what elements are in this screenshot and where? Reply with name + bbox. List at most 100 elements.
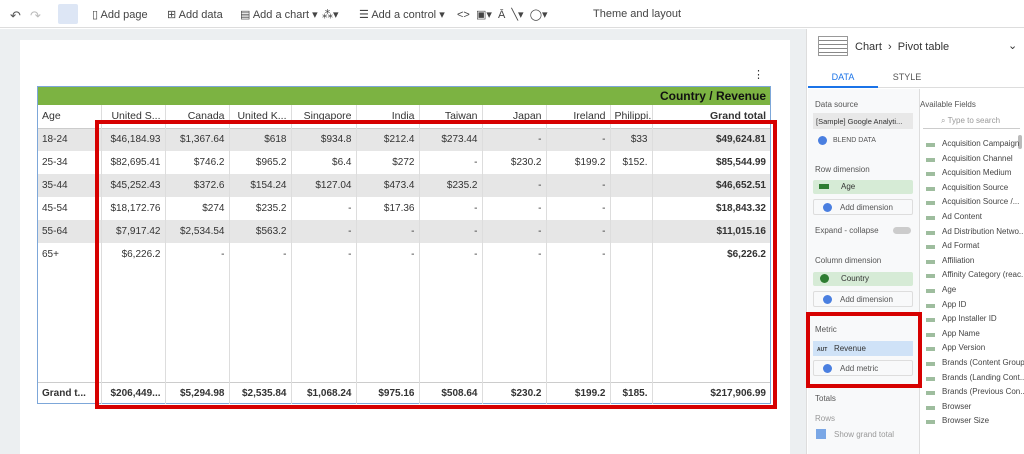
field-item[interactable]: Acquisition Medium (942, 168, 1012, 178)
cell: - (228, 243, 291, 266)
cell: $6,226.2 (100, 243, 165, 266)
breadcrumb: Chart › Pivot table (855, 41, 950, 53)
collapse[interactable]: ⌄ (1008, 40, 1018, 52)
cell: - (355, 243, 419, 266)
table-title: Country / Revenue (38, 87, 770, 105)
cell: $230.2 (481, 382, 546, 404)
empty-cell (609, 266, 652, 382)
checkbox[interactable] (816, 429, 826, 439)
undo[interactable]: ↶ (10, 8, 21, 23)
field-item[interactable]: App ID (942, 299, 967, 309)
fields-title: Available Fields (920, 100, 976, 109)
add-chart[interactable]: ▤ Add a chart ▾ (240, 9, 318, 21)
select-tool[interactable] (58, 4, 78, 24)
chart-menu[interactable]: ⋮ (753, 69, 764, 81)
add-control[interactable]: ☰ Add a control ▾ (359, 9, 445, 21)
field-item[interactable]: Brands (Content Group) (942, 358, 1024, 367)
search[interactable]: ⌕ Type to search (923, 113, 1020, 129)
scrollbar (1018, 135, 1022, 149)
field-item[interactable]: Ad Content (942, 212, 983, 221)
field-item[interactable]: Brands (Previous Con... (942, 387, 1024, 397)
community[interactable]: ⁂▾ (322, 9, 339, 21)
field-item[interactable]: Browser Size (942, 416, 990, 426)
field-item[interactable]: Ad Distribution Netwo... (942, 226, 1024, 236)
field-icon (926, 347, 935, 352)
cell: $45,252.43 (100, 174, 165, 197)
empty-cell (418, 266, 482, 382)
add-data[interactable]: ⊞ Add data (167, 9, 223, 21)
cell: $11,015.16 (651, 220, 770, 243)
dimension-chip[interactable]: Age (813, 180, 913, 194)
field-icon (926, 157, 935, 162)
field-item[interactable]: Acquisition Channel (942, 153, 1013, 163)
cell: $199.2 (545, 382, 610, 404)
field-icon (926, 420, 935, 425)
field-item[interactable]: Affiliation (942, 255, 975, 265)
field-icon (926, 362, 935, 366)
empty-cell (164, 266, 229, 382)
cell: $235.2 (228, 197, 291, 220)
label: Add data (178, 9, 223, 21)
field-icon (926, 274, 935, 279)
field-item[interactable]: Acquisition Source /... (942, 197, 1020, 207)
redo[interactable]: ↷ (30, 8, 41, 23)
empty-cell (545, 266, 610, 382)
cell: - (545, 243, 610, 266)
field-item[interactable]: Brands (Landing Cont... (942, 372, 1024, 382)
cell: $206,449... (100, 382, 165, 404)
field-item[interactable]: Browser (942, 401, 972, 411)
field-icon (926, 318, 935, 323)
dimension-chip[interactable]: Country (813, 272, 913, 286)
field-item[interactable]: Acquisition Source (942, 182, 1009, 192)
field-icon (926, 201, 935, 206)
add-dimension[interactable]: Add dimension (813, 291, 913, 307)
crumb: Chart (855, 41, 882, 53)
field-item[interactable]: Age (942, 285, 957, 294)
add-page[interactable]: ▯ Add page (92, 9, 148, 21)
field-icon (926, 172, 935, 177)
cell: $1,068.24 (290, 382, 356, 404)
cell: $372.6 (164, 174, 229, 197)
metric-chip[interactable]: AUT Revenue (813, 341, 913, 356)
cell: $6.4 (290, 151, 356, 174)
cell: $185. (609, 382, 652, 404)
field-item[interactable]: App Version (942, 343, 986, 353)
toggle[interactable] (893, 227, 911, 234)
theme-layout[interactable]: Theme and layout (593, 8, 682, 20)
cell: 45-54 (42, 203, 68, 214)
field-item[interactable]: App Installer ID (942, 314, 997, 324)
cell: $508.64 (418, 382, 482, 404)
add-dimension[interactable]: Add dimension (813, 199, 913, 215)
cell: - (481, 243, 546, 266)
cell: $965.2 (228, 151, 291, 174)
cell (609, 243, 652, 266)
label: Add a chart (252, 9, 310, 21)
field-item[interactable]: Ad Format (942, 241, 980, 251)
field-item[interactable]: App Name (942, 328, 980, 338)
label: Add dimension (840, 203, 893, 212)
field-icon (926, 391, 935, 396)
cell: - (355, 220, 419, 243)
empty-cell (290, 266, 356, 382)
cell: - (481, 174, 546, 197)
filler-row (38, 266, 770, 382)
insert-tools[interactable]: <> ▣▾ Ā ╲▾ ◯▾ (457, 9, 548, 21)
add-metric[interactable]: Add metric (813, 360, 913, 376)
cell: $2,534.54 (164, 220, 229, 243)
blend-data[interactable]: BLEND DATA (813, 133, 913, 149)
tab[interactable]: STYLE (892, 72, 922, 82)
label: Rows (815, 414, 836, 423)
data-source[interactable]: [Sample] Google Analyti... (813, 113, 913, 129)
data-row: 65+ $6,226.2- - - - - - - $6,226.2 (38, 243, 770, 266)
field-icon (926, 186, 935, 191)
field-item[interactable]: Affinity Category (reac... (942, 270, 1024, 280)
cell: - (481, 128, 546, 151)
tab[interactable]: DATA (808, 64, 878, 88)
cell: $975.16 (355, 382, 419, 404)
field-item[interactable]: Acquisition Campaign (942, 139, 1020, 148)
cell: - (545, 220, 610, 243)
label: Column dimension (815, 256, 882, 265)
empty-cell (38, 266, 101, 382)
cell: $46,184.93 (100, 128, 165, 151)
